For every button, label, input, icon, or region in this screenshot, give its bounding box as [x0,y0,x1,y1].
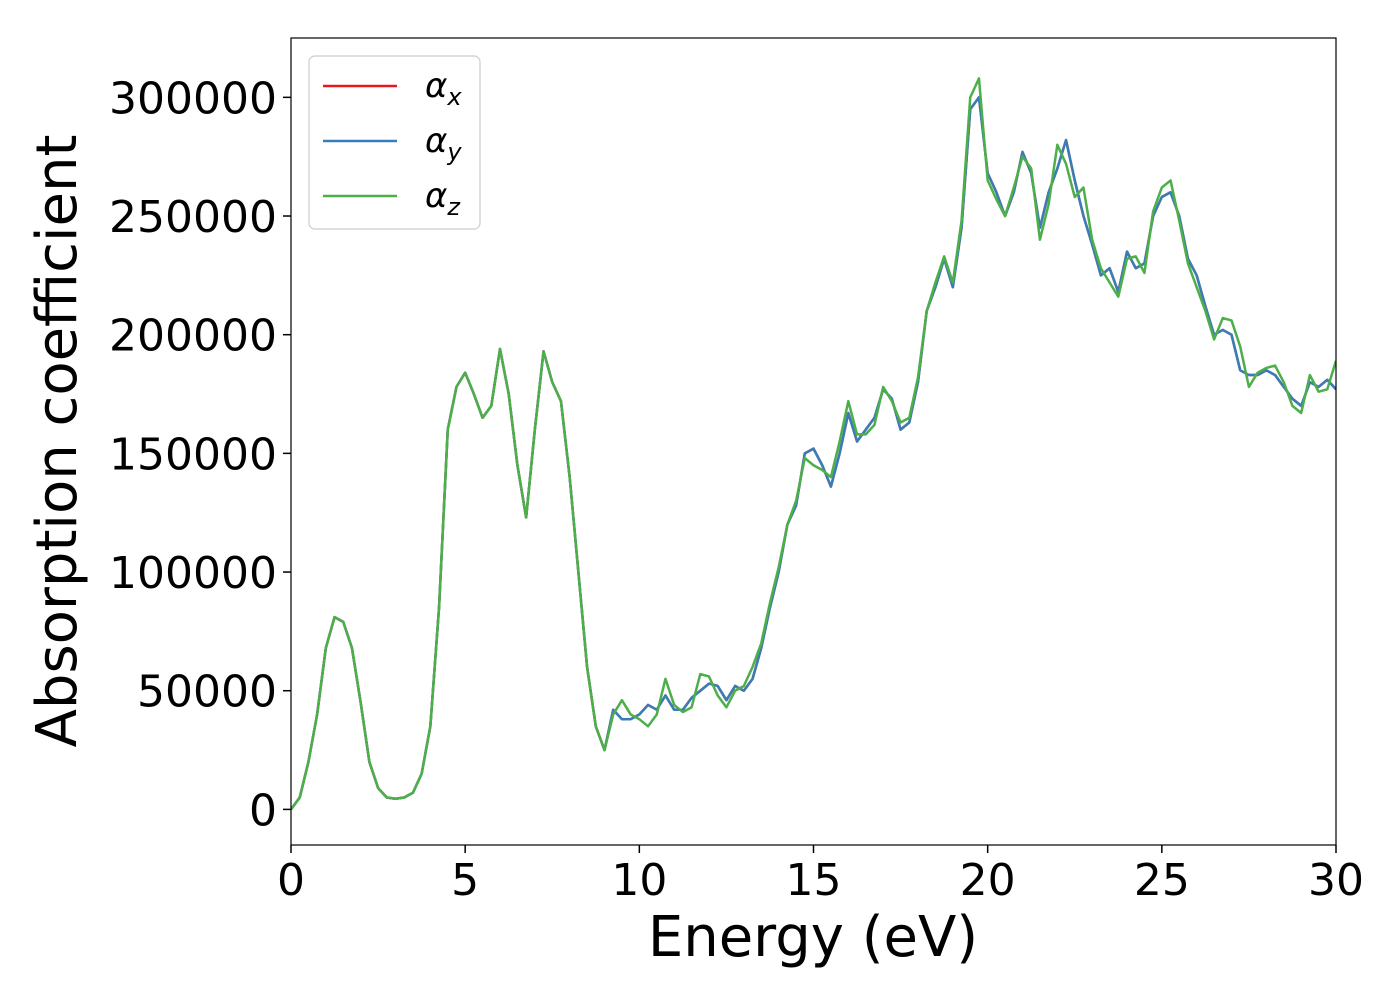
y-tick-label: 150000 [109,429,277,480]
x-tick-label: 5 [451,855,479,906]
x-tick-label: 15 [786,855,842,906]
y-tick-label: 50000 [137,667,277,718]
x-tick-label: 10 [611,855,667,906]
x-tick-label: 0 [277,855,305,906]
legend-box [308,55,481,230]
y-axis-label: Absorption coefficient [25,135,90,748]
x-tick-label: 25 [1134,855,1190,906]
x-axis-label: Energy (eV) [648,905,978,970]
legend-label: αz [425,176,461,221]
legend-label: αx [425,66,462,111]
y-tick-label: 0 [249,785,277,836]
plot-frame [290,37,1337,846]
y-tick-label: 100000 [109,548,277,599]
y-tick-label: 200000 [109,311,277,362]
y-tick-label: 250000 [109,192,277,243]
x-tick-label: 30 [1308,855,1364,906]
data-line [291,77,1336,811]
y-tick-label: 300000 [109,73,277,124]
x-tick-label: 20 [960,855,1016,906]
legend-label: αy [425,121,462,166]
